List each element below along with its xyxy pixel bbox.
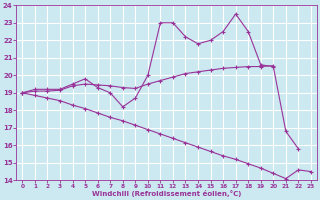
X-axis label: Windchill (Refroidissement éolien,°C): Windchill (Refroidissement éolien,°C) [92,190,241,197]
